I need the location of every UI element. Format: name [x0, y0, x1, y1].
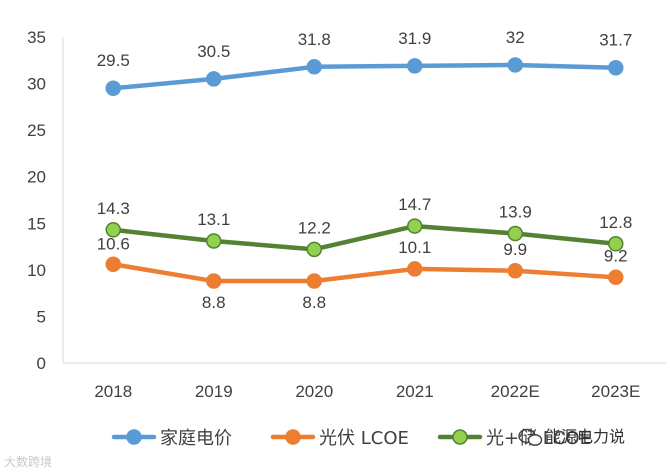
- data-point: [507, 225, 523, 242]
- data-point: [206, 273, 222, 289]
- series-line: [111, 262, 618, 284]
- x-tick-labels: 2018 2019 2020 2021 2022E 2023E: [94, 382, 640, 401]
- y-tick-label: 20: [27, 168, 46, 187]
- y-tick-label: 10: [27, 261, 46, 280]
- legend-item: 光伏 LCOE: [270, 428, 409, 449]
- y-tick-label: 25: [27, 121, 46, 140]
- series-1: [105, 256, 624, 289]
- data-label: 8.8: [202, 293, 226, 312]
- legend-item: 家庭电价: [111, 428, 232, 449]
- legend-label: 光伏 LCOE: [319, 428, 409, 449]
- data-label: 9.2: [604, 246, 628, 265]
- x-tick-label: 2019: [195, 382, 233, 401]
- series-2: [105, 218, 624, 258]
- data-label: 8.8: [302, 293, 326, 312]
- y-tick-label: 0: [37, 354, 46, 373]
- data-label: 31.9: [398, 29, 431, 48]
- watermark-left-text: 大数跨境: [4, 454, 52, 469]
- watermark: 能源电力说 大数跨境: [4, 427, 625, 469]
- data-point: [306, 273, 322, 289]
- x-tick-label: 2023E: [591, 382, 640, 401]
- series-line: [111, 223, 618, 252]
- y-tick-labels: 0 5 10 15 20 25 30 35: [27, 28, 46, 373]
- data-label: 14.7: [398, 195, 431, 214]
- data-label: 32: [506, 28, 525, 47]
- chart-axes: [62, 37, 666, 364]
- chart-legend: 家庭电价 光伏 LCOE 光+储 LCOE: [111, 428, 591, 449]
- data-point: [105, 256, 121, 273]
- data-point: [507, 263, 523, 279]
- data-point: [407, 218, 423, 234]
- data-label: 13.9: [499, 203, 532, 222]
- data-label: 29.5: [97, 51, 130, 70]
- watermark-right-text: 能源电力说: [545, 427, 625, 446]
- x-tick-label: 2018: [94, 382, 132, 401]
- data-point: [105, 80, 121, 96]
- x-tick-label: 2022E: [491, 382, 540, 401]
- legend-marker: [452, 429, 468, 445]
- data-point: [105, 222, 121, 238]
- legend-marker: [285, 429, 301, 445]
- y-tick-label: 5: [37, 307, 46, 326]
- data-point: [608, 269, 624, 286]
- data-point: [306, 241, 322, 258]
- data-point: [407, 261, 423, 277]
- data-label: 13.1: [197, 210, 230, 229]
- data-point: [507, 57, 523, 73]
- data-point: [407, 58, 423, 74]
- wechat-icon: [518, 428, 543, 446]
- series-0: [105, 57, 624, 96]
- data-label: 31.7: [599, 31, 632, 50]
- data-label: 12.2: [298, 218, 331, 237]
- y-tick-label: 30: [27, 75, 46, 94]
- data-label: 31.8: [298, 30, 331, 49]
- data-label: 10.1: [398, 238, 431, 257]
- data-label: 10.6: [97, 234, 130, 253]
- data-point: [206, 71, 222, 87]
- data-point: [608, 59, 624, 76]
- chart-series: [105, 57, 624, 289]
- data-point: [306, 59, 322, 75]
- data-point: [206, 233, 222, 249]
- data-label: 14.3: [97, 199, 130, 218]
- legend-label: 家庭电价: [160, 428, 232, 449]
- data-label: 30.5: [197, 42, 230, 61]
- x-tick-label: 2021: [396, 382, 434, 401]
- legend-marker: [126, 429, 142, 445]
- data-labels: 29.5 30.5 31.8 31.9 32 31.7 10.6 8.8 8.8 10.1 9.9 9…: [97, 28, 633, 312]
- data-point: [608, 236, 624, 252]
- y-tick-label: 35: [27, 28, 46, 47]
- y-tick-label: 15: [27, 214, 46, 233]
- series-line: [111, 62, 618, 91]
- data-label: 9.9: [503, 240, 527, 259]
- x-tick-label: 2020: [295, 382, 333, 401]
- data-label: 12.8: [599, 213, 632, 232]
